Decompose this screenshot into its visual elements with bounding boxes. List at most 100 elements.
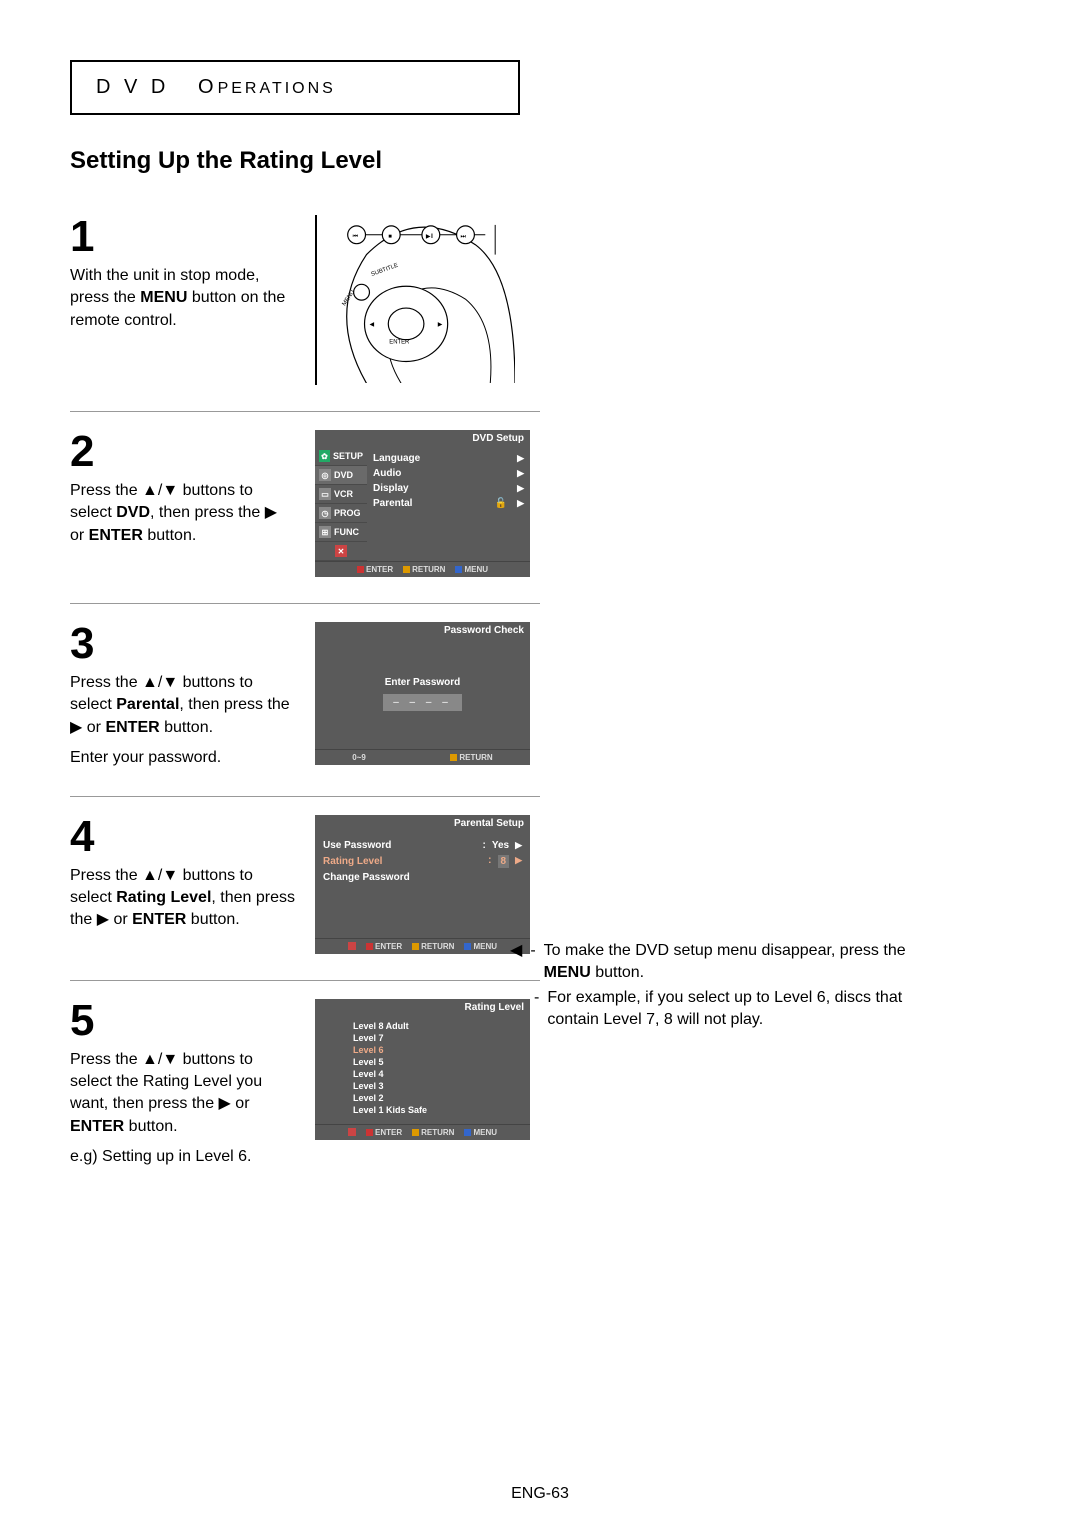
s5bold: ENTER [70, 1118, 124, 1135]
s3d: or [82, 719, 105, 736]
row-par-tri: ▶ [517, 498, 524, 509]
f5-menu: MENU [473, 1128, 497, 1137]
lock-icon: 🔓 [495, 498, 507, 509]
s3e: button. [160, 719, 213, 736]
n1pre: To make the DVD setup menu disappear, pr… [544, 942, 906, 959]
s3extra: Enter your password. [70, 749, 221, 766]
r4-0s: : [482, 840, 485, 851]
tab-func: FUNC [334, 527, 359, 537]
s4tri: ▶ [97, 911, 109, 928]
tab-dvd: DVD [334, 470, 353, 480]
osd3-footer: 0~9 RETURN [315, 749, 530, 765]
step-4: 4 Press the ▲/▼ buttons to select Rating… [70, 797, 540, 981]
osd3-title: Password Check [444, 625, 524, 636]
tab-vcr: VCR [334, 489, 353, 499]
osd-parental: Parental Setup Use Password: Yes ▶ Rating … [315, 815, 530, 954]
row-audio: Audio [373, 468, 401, 479]
note-2: For example, if you select up to Level 6… [547, 987, 930, 1030]
pw-area: Enter Password – – – – [315, 639, 530, 749]
s2c: , then press the [150, 504, 265, 521]
red-sq-5 [366, 1129, 373, 1136]
row-disp: Display [373, 483, 409, 494]
pw-mask: – – – – [383, 694, 462, 711]
s3bold2: ENTER [105, 719, 159, 736]
step-2-num: 2 [70, 430, 295, 474]
f-enter: ENTER [366, 565, 393, 574]
blu-sq-icon [455, 566, 462, 573]
s1-bold: MENU [140, 289, 187, 306]
s4arr: ▲/▼ [142, 867, 178, 884]
tab-setup: SETUP [333, 451, 363, 461]
red-ic-5 [348, 1128, 356, 1136]
step-5-num: 5 [70, 999, 295, 1043]
f-return: RETURN [412, 565, 445, 574]
lvl4: Level 4 [353, 1068, 500, 1080]
step-4-num: 4 [70, 815, 295, 859]
s5d: button. [124, 1118, 177, 1135]
remote-illustration: ⏮ ■ ▶‖ ⏭ ENTER ◀ ▶ SUBTITLE MENU [315, 215, 515, 385]
r4-1t: ▶ [515, 855, 522, 868]
r4-0v: Yes [492, 840, 509, 851]
svg-text:⏭: ⏭ [461, 234, 467, 240]
r4-1v: 8 [498, 855, 510, 868]
pw-prompt: Enter Password [385, 677, 461, 688]
s3arr: ▲/▼ [142, 674, 178, 691]
s3c: , then press the [179, 696, 289, 713]
f-menu: MENU [464, 565, 488, 574]
s2bold2: ENTER [89, 527, 143, 544]
f4-menu: MENU [473, 942, 497, 951]
s3tri: ▶ [70, 719, 82, 736]
f4-return: RETURN [421, 942, 454, 951]
n1bold: MENU [544, 964, 591, 981]
row-disp-tri: ▶ [517, 483, 524, 494]
osd2-sidebar: ✿SETUP ◎DVD ▭VCR ◷PROG ⊞FUNC ✕ [315, 447, 367, 561]
s2tri: ▶ [265, 504, 277, 521]
osd5-footer: ENTER RETURN MENU [315, 1124, 530, 1140]
s2a: Press the [70, 482, 142, 499]
svg-text:■: ■ [388, 234, 392, 240]
row-audio-tri: ▶ [517, 468, 524, 479]
osd2-footer: ENTER RETURN MENU [315, 561, 530, 577]
osd4-title: Parental Setup [454, 818, 524, 829]
header-box: D V D OPERATIONS [70, 60, 520, 115]
svg-text:⏮: ⏮ [353, 234, 359, 240]
step-1: 1 With the unit in stop mode, press the … [70, 197, 540, 412]
page-number: ENG-63 [0, 1485, 1080, 1503]
s2d: or [70, 527, 89, 544]
s4bold2: ENTER [132, 911, 186, 928]
blu-sq-4 [464, 943, 471, 950]
f4-enter: ENTER [375, 942, 402, 951]
svg-text:◀: ◀ [369, 322, 374, 328]
r4-0: Use Password [323, 840, 391, 851]
s2arr: ▲/▼ [142, 482, 178, 499]
r4-2: Change Password [323, 872, 410, 883]
lvl8: Level 8 Adult [353, 1020, 500, 1032]
ora-sq-icon-3 [450, 754, 457, 761]
tab-prog: PROG [334, 508, 361, 518]
header-text-small: PERATIONS [218, 80, 336, 97]
red-sq-4 [366, 943, 373, 950]
row-parental: Parental [373, 498, 412, 509]
osd4-footer: ENTER RETURN MENU [315, 938, 530, 954]
f3-left: 0~9 [352, 753, 366, 762]
ora-sq-icon [403, 566, 410, 573]
ora-sq-4 [412, 943, 419, 950]
note-arrow-icon: ◀ [510, 940, 522, 962]
s3a: Press the [70, 674, 142, 691]
section-title: Setting Up the Rating Level [70, 147, 540, 175]
lvl7: Level 7 [353, 1032, 500, 1044]
lvl2: Level 2 [353, 1092, 500, 1104]
rate-list: Level 8 Adult Level 7 Level 6 Level 5 Le… [315, 1016, 530, 1124]
step-5: 5 Press the ▲/▼ buttons to select the Ra… [70, 981, 540, 1195]
r4-1: Rating Level [323, 856, 382, 867]
s5c: or [231, 1095, 250, 1112]
s4e: button. [186, 911, 239, 928]
s5a: Press the [70, 1051, 142, 1068]
s2bold: DVD [116, 504, 150, 521]
prog-icon: ◷ [319, 507, 331, 519]
osd2-main: Language▶ Audio▶ Display▶ Parental🔓▶ [367, 447, 530, 561]
lvl1: Level 1 Kids Safe [353, 1104, 500, 1116]
step-1-num: 1 [70, 215, 295, 259]
s5extra: e.g) Setting up in Level 6. [70, 1148, 251, 1165]
vcr-icon: ▭ [319, 488, 331, 500]
